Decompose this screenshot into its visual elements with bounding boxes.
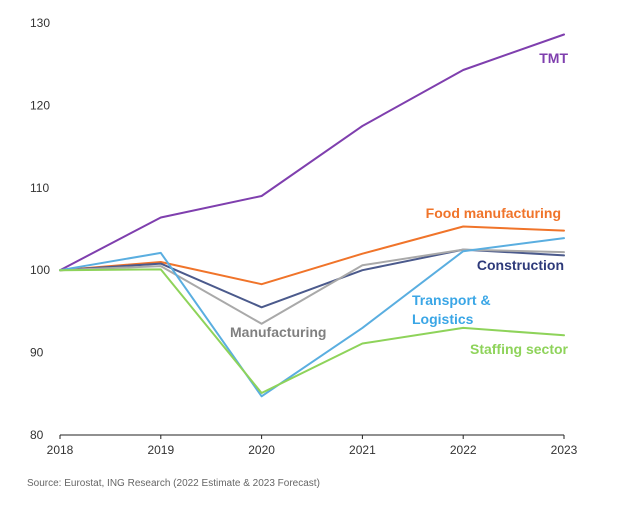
series-lines [59,33,565,398]
y-tick-label: 100 [30,263,50,277]
series-labels: TMT Food manufacturing Construction Manufac… [230,50,569,357]
x-tick-label: 2018 [47,443,74,457]
x-tick-label: 2020 [248,443,275,457]
series-label-line: Manufacturing [230,324,326,340]
series-label-tmt: TMT [539,50,568,66]
x-tick-label: 2019 [147,443,174,457]
series-label-line: Transport & [412,292,491,308]
x-axis-tickmarks [59,435,565,439]
series-label-food-manufacturing: Food manufacturing [426,205,561,221]
series-line-transport-logistics [59,237,565,398]
y-tick-label: 110 [30,181,49,195]
y-tick-label: 90 [30,346,44,360]
x-tick-label: 2021 [349,443,376,457]
series-label-line: Logistics [412,311,474,327]
series-line-food-manufacturing [59,225,565,286]
series-line-tmt [59,33,565,272]
series-label-staffing-sector: Staffing sector [470,341,569,357]
y-tick-label: 130 [30,16,50,30]
y-tick-label: 80 [30,428,44,442]
series-label-line: Food manufacturing [426,205,561,221]
series-label-line: Staffing sector [470,341,569,357]
x-tick-label: 2022 [450,443,477,457]
y-tick-label: 120 [30,98,50,112]
series-label-line: Construction [477,257,564,273]
source-note: Source: Eurostat, ING Research (2022 Est… [27,478,320,489]
series-label-manufacturing: Manufacturing [230,324,326,340]
series-label-construction: Construction [477,257,564,273]
series-label-transport-logistics: Transport & Logistics [412,292,491,327]
series-line-staffing-sector [59,268,565,394]
series-label-line: TMT [539,50,568,66]
x-tick-label: 2023 [551,443,578,457]
x-axis-ticks: 2018 2019 2020 2021 2022 2023 [47,443,578,457]
y-axis-ticks: 80 90 100 110 120 130 [30,16,50,442]
